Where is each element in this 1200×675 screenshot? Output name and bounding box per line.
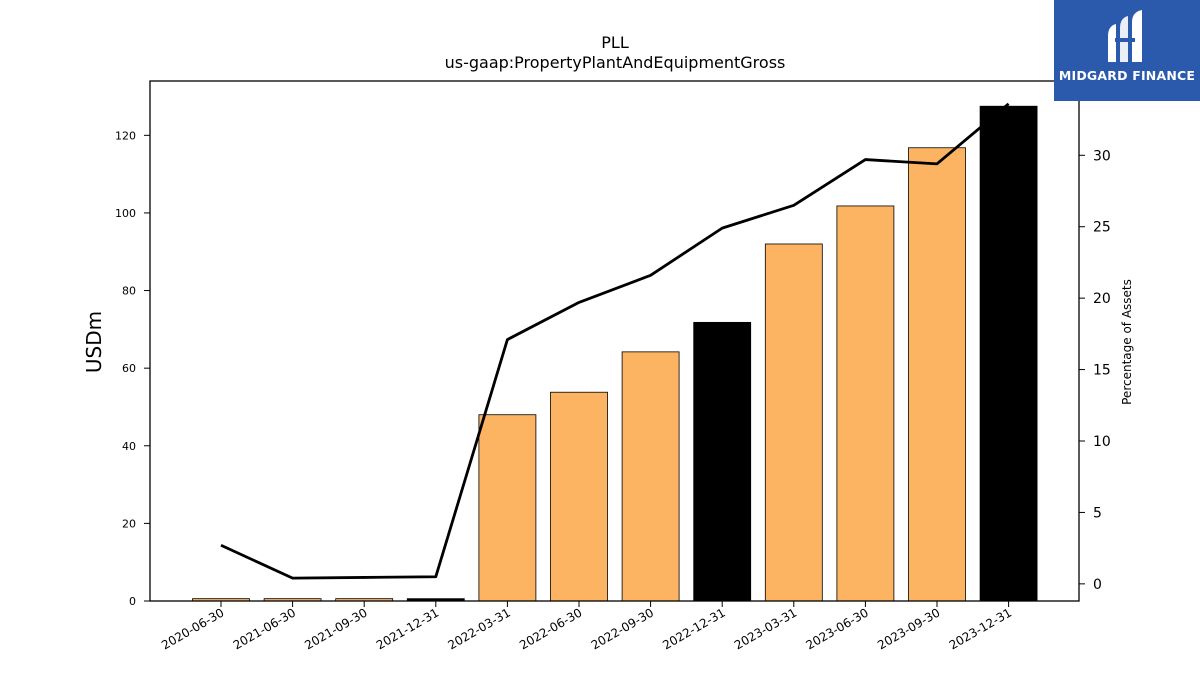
y-tick-label: 120 xyxy=(115,129,136,142)
x-tick-label: 2021-09-30 xyxy=(302,605,369,652)
x-tick-label: 2023-12-31 xyxy=(947,605,1014,652)
plot-frame xyxy=(149,80,1080,602)
y-tick-label: 100 xyxy=(115,207,136,220)
midgard-logo-mark-icon xyxy=(1108,10,1142,62)
y2-tick-label: 20 xyxy=(1093,291,1111,307)
y-tick-label: 40 xyxy=(122,440,136,453)
y-tick-label: 0 xyxy=(129,595,136,608)
logo-text: MIDGARD FINANCE xyxy=(1058,68,1196,83)
x-tick-label: 2020-06-30 xyxy=(159,605,226,652)
x-tick-label: 2023-06-30 xyxy=(803,605,870,652)
y2-tick-label: 30 xyxy=(1093,148,1111,164)
y2-axis-label: Percentage of Assets xyxy=(1120,279,1134,405)
y2-tick-label: 5 xyxy=(1093,505,1102,521)
bar-2023-09-30 xyxy=(908,147,966,602)
percentage-line xyxy=(220,102,1010,580)
y2-tick-label: 15 xyxy=(1093,363,1111,379)
bar-2022-09-30 xyxy=(621,351,680,602)
y2-tick-label: 10 xyxy=(1093,434,1111,450)
y2-tick-label: 25 xyxy=(1093,220,1111,236)
x-tick-label: 2022-09-30 xyxy=(589,605,656,652)
y-axis-label: USDm xyxy=(82,311,106,373)
bar-2022-03-31 xyxy=(478,414,537,602)
x-tick-label: 2022-03-31 xyxy=(445,605,512,652)
x-tick-label: 2021-12-31 xyxy=(374,605,441,652)
x-tick-label: 2022-12-31 xyxy=(660,605,727,652)
bar-2023-06-30 xyxy=(836,205,895,602)
y2-tick-label: 0 xyxy=(1093,577,1102,593)
y-tick-label: 20 xyxy=(122,517,136,530)
bar-2023-12-31 xyxy=(979,105,1038,602)
x-tick-label: 2021-06-30 xyxy=(231,605,298,652)
x-tick-label: 2023-09-30 xyxy=(875,605,942,652)
chart-title: PLL xyxy=(601,33,629,52)
midgard-finance-logo: MIDGARD FINANCE xyxy=(1054,0,1200,101)
bar-2022-06-30 xyxy=(550,391,608,602)
x-tick-label: 2023-03-31 xyxy=(732,605,799,652)
chart-subtitle: us-gaap:PropertyPlantAndEquipmentGross xyxy=(445,53,786,72)
y-tick-label: 80 xyxy=(122,285,136,298)
x-tick-label: 2022-06-30 xyxy=(517,605,584,652)
bar-2022-12-31 xyxy=(693,321,752,602)
bar-2023-03-31 xyxy=(764,243,823,602)
y-tick-label: 60 xyxy=(122,362,136,375)
